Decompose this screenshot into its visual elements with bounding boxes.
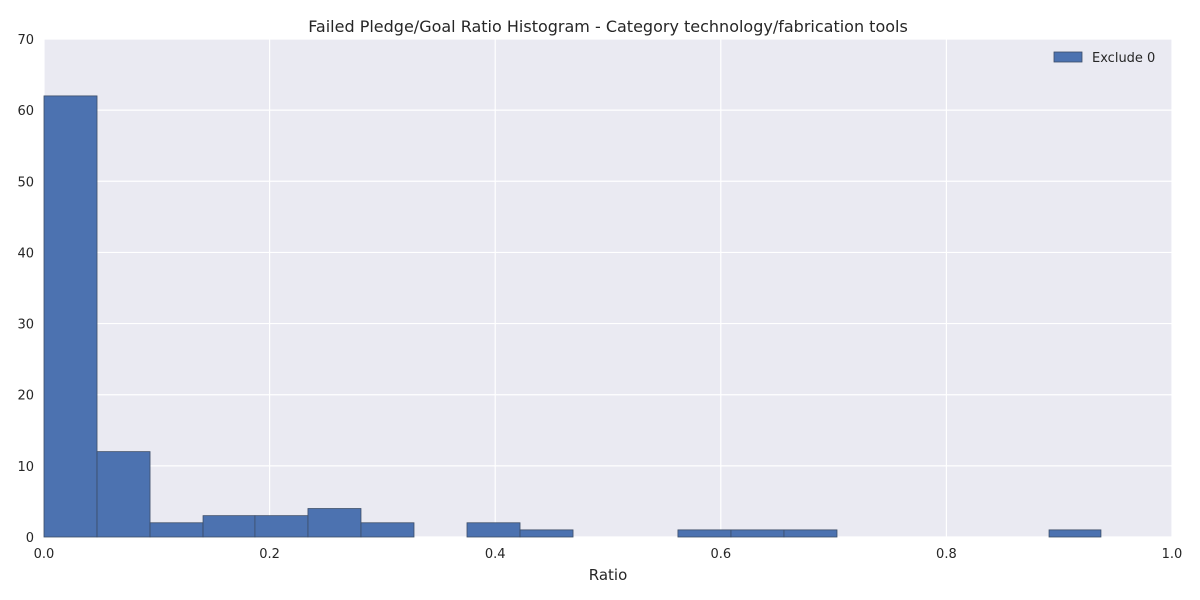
y-axis-ticks: 0 10 20 30 40 50 60 70 [17,33,34,546]
histogram-bar [202,515,256,538]
y-tick-label: 0 [26,531,34,546]
x-tick-label: 0.0 [34,547,55,562]
x-tick-label: 0.6 [710,547,731,562]
y-tick-label: 60 [17,104,34,119]
x-tick-label: 0.2 [259,547,280,562]
x-tick-label: 0.8 [936,547,957,562]
y-tick-label: 70 [17,33,34,48]
histogram-bar [149,522,204,538]
histogram-bar [96,451,151,538]
histogram-bar [1048,529,1102,538]
histogram-bar [360,522,415,538]
x-axis-label: Ratio [589,566,628,584]
histogram-bar [254,515,309,538]
x-tick-label: 0.4 [485,547,506,562]
y-tick-label: 30 [17,318,34,333]
grid-lines [43,38,1173,538]
y-tick-label: 10 [17,460,34,475]
y-tick-label: 20 [17,389,34,404]
histogram-bar [466,522,521,538]
y-tick-label: 50 [17,175,34,190]
legend-swatch-exclude-0 [1053,51,1083,63]
bars [43,95,1102,538]
x-tick-label: 1.0 [1162,547,1183,562]
y-tick-label: 40 [17,246,34,261]
x-axis-ticks: 0.0 0.2 0.4 0.6 0.8 1.0 [34,547,1183,562]
legend-label-exclude-0: Exclude 0 [1092,51,1155,66]
plot-area [44,39,1172,537]
histogram-bar [783,529,838,538]
histogram-bar [519,529,574,538]
legend: Exclude 0 [1053,51,1155,66]
histogram-bar [730,529,785,538]
histogram-bar [677,529,732,538]
histogram-bar [43,95,98,538]
histogram-bar [307,508,362,538]
chart-title: Failed Pledge/Goal Ratio Histogram - Cat… [308,17,908,36]
